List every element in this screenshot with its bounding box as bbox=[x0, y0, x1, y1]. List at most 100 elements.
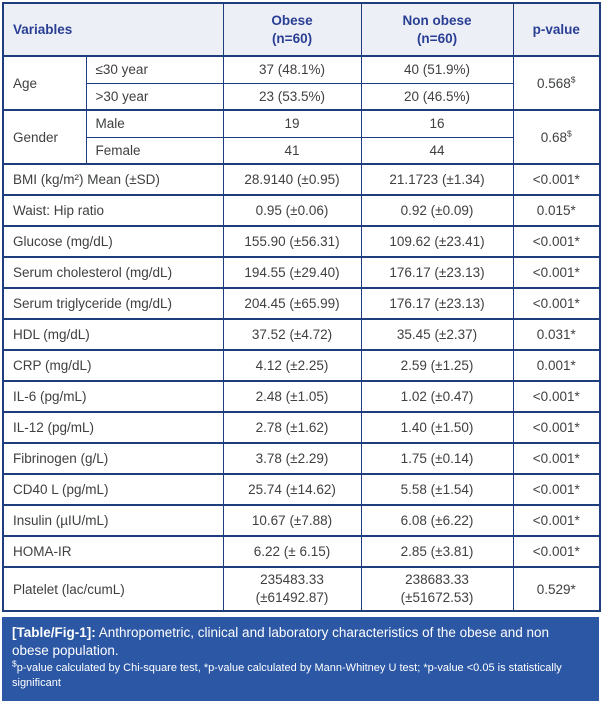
row-sublabel: Male bbox=[85, 109, 224, 138]
cell-obese: 28.9140 (±0.95) bbox=[222, 163, 362, 196]
table-row-gender-female: Female 41 44 bbox=[3, 136, 600, 165]
table-row-gender-male: Gender Male 19 16 0.68$ bbox=[2, 109, 601, 165]
table-row-bmi: BMI (kg/m²) Mean (±SD) 28.9140 (±0.95) 2… bbox=[2, 163, 601, 196]
cell-pvalue: 0.529* bbox=[512, 566, 601, 612]
value-line2: (±61492.87) bbox=[255, 590, 329, 605]
cell-pvalue: <0.001* bbox=[512, 504, 601, 537]
table-row-il12: IL-12 (pg/mL) 2.78 (±1.62) 1.40 (±1.50) … bbox=[2, 411, 601, 444]
cell-nonobese: 16 bbox=[360, 109, 514, 138]
caption-panel: [Table/Fig-1]: Anthropometric, clinical … bbox=[2, 617, 599, 701]
table-row-insulin: Insulin (µIU/mL) 10.67 (±7.88) 6.08 (±6.… bbox=[2, 504, 601, 537]
cell-nonobese: 44 bbox=[360, 136, 514, 165]
row-label-age: Age bbox=[2, 55, 87, 111]
cell-nonobese: 176.17 (±23.13) bbox=[360, 287, 514, 320]
cell-obese: 23 (53.5%) bbox=[222, 82, 362, 111]
p-value-superscript: $ bbox=[567, 128, 572, 138]
cell-nonobese: 5.58 (±1.54) bbox=[360, 473, 514, 506]
table-row-age-gt30: >30 year 23 (53.5%) 20 (46.5%) bbox=[3, 82, 600, 111]
table-row-hdl: HDL (mg/dL) 37.52 (±4.72) 35.45 (±2.37) … bbox=[2, 318, 601, 351]
table-row-crp: CRP (mg/dL) 4.12 (±2.25) 2.59 (±1.25) 0.… bbox=[2, 349, 601, 382]
caption-footnote: $p-value calculated by Chi-square test, … bbox=[12, 658, 589, 692]
cell-obese: 41 bbox=[222, 136, 362, 165]
cell-obese: 25.74 (±14.62) bbox=[222, 473, 362, 506]
row-label: Serum triglyceride (mg/dL) bbox=[2, 287, 224, 320]
cell-obese: 37.52 (±4.72) bbox=[222, 318, 362, 351]
caption-text: Anthropometric, clinical and laboratory … bbox=[12, 625, 550, 658]
row-label-gender: Gender bbox=[2, 109, 87, 165]
row-label: IL-12 (pg/mL) bbox=[2, 411, 224, 444]
row-label: Platelet (lac/cumL) bbox=[2, 566, 224, 612]
p-value-superscript: $ bbox=[570, 74, 576, 84]
row-sublabel: ≤30 year bbox=[85, 55, 224, 84]
row-label: Glucose (mg/dL) bbox=[2, 225, 224, 258]
cell-nonobese: 21.1723 (±1.34) bbox=[360, 163, 514, 196]
header-nonobese-line2: (n=60) bbox=[416, 30, 458, 46]
row-label: IL-6 (pg/mL) bbox=[2, 380, 224, 413]
cell-obese: 19 bbox=[222, 109, 362, 138]
cell-obese: 2.48 (±1.05) bbox=[222, 380, 362, 413]
table-row-cd40l: CD40 L (pg/mL) 25.74 (±14.62) 5.58 (±1.5… bbox=[2, 473, 601, 506]
cell-pvalue-age: 0.568$ bbox=[512, 55, 601, 111]
cell-obese: 10.67 (±7.88) bbox=[222, 504, 362, 537]
header-obese-line1: Obese bbox=[271, 12, 313, 28]
cell-pvalue: <0.001* bbox=[512, 256, 601, 289]
results-table: Variables Obese (n=60) Non obese (n=60) p-… bbox=[2, 2, 601, 612]
header-row: Variables Obese (n=60) Non obese (n=60) p-… bbox=[2, 2, 601, 57]
cell-nonobese: 35.45 (±2.37) bbox=[360, 318, 514, 351]
cell-obese: 6.22 (± 6.15) bbox=[222, 535, 362, 568]
cell-obese: 155.90 (±56.31) bbox=[222, 225, 362, 258]
cell-obese: 0.95 (±0.06) bbox=[222, 194, 362, 227]
cell-obese: 3.78 (±2.29) bbox=[222, 442, 362, 475]
cell-pvalue: 0.015* bbox=[512, 194, 601, 227]
value-line1: 238683.33 bbox=[405, 572, 469, 588]
cell-pvalue: <0.001* bbox=[512, 411, 601, 444]
cell-pvalue: 0.001* bbox=[512, 349, 601, 382]
cell-obese: 235483.33 (±61492.87) bbox=[222, 566, 362, 612]
table-row-platelet: Platelet (lac/cumL) 235483.33 (±61492.87)… bbox=[2, 566, 601, 612]
cell-nonobese: 1.02 (±0.47) bbox=[360, 380, 514, 413]
row-label: Serum cholesterol (mg/dL) bbox=[2, 256, 224, 289]
cell-nonobese: 40 (51.9%) bbox=[360, 55, 514, 84]
cell-pvalue: <0.001* bbox=[512, 535, 601, 568]
table-row-homa-ir: HOMA-IR 6.22 (± 6.15) 2.85 (±3.81) <0.00… bbox=[2, 535, 601, 568]
row-label: Insulin (µIU/mL) bbox=[2, 504, 224, 537]
footnote-superscript: $ bbox=[12, 658, 17, 669]
cell-obese: 37 (48.1%) bbox=[222, 55, 362, 84]
cell-pvalue-gender: 0.68$ bbox=[512, 109, 601, 165]
cell-nonobese: 6.08 (±6.22) bbox=[360, 504, 514, 537]
table-caption: [Table/Fig-1]: Anthropometric, clinical … bbox=[12, 624, 589, 659]
row-sublabel: >30 year bbox=[85, 82, 224, 111]
cell-pvalue: <0.001* bbox=[512, 287, 601, 320]
header-obese-line2: (n=60) bbox=[271, 30, 313, 46]
table-row-serum-cholesterol: Serum cholesterol (mg/dL) 194.55 (±29.40… bbox=[2, 256, 601, 289]
value-line2: (±51672.53) bbox=[400, 590, 474, 605]
row-label: BMI (kg/m²) Mean (±SD) bbox=[2, 163, 224, 196]
cell-obese: 194.55 (±29.40) bbox=[222, 256, 362, 289]
table-row-il6: IL-6 (pg/mL) 2.48 (±1.05) 1.02 (±0.47) <… bbox=[2, 380, 601, 413]
cell-pvalue: <0.001* bbox=[512, 442, 601, 475]
row-label: CRP (mg/dL) bbox=[2, 349, 224, 382]
row-sublabel: Female bbox=[85, 136, 224, 165]
value-line1: 235483.33 bbox=[260, 572, 324, 588]
cell-pvalue: <0.001* bbox=[512, 380, 601, 413]
header-cell-obese: Obese (n=60) bbox=[222, 2, 362, 57]
cell-nonobese: 20 (46.5%) bbox=[360, 82, 514, 111]
table-row-fibrinogen: Fibrinogen (g/L) 3.78 (±2.29) 1.75 (±0.1… bbox=[2, 442, 601, 475]
cell-nonobese: 109.62 (±23.41) bbox=[360, 225, 514, 258]
row-label: CD40 L (pg/mL) bbox=[2, 473, 224, 506]
p-value: 0.68 bbox=[540, 129, 568, 145]
page: Variables Obese (n=60) Non obese (n=60) p-… bbox=[2, 2, 601, 701]
table-row-age-le30: Age ≤30 year 37 (48.1%) 40 (51.9%) 0.568… bbox=[2, 55, 601, 111]
cell-obese: 204.45 (±65.99) bbox=[222, 287, 362, 320]
cell-obese: 2.78 (±1.62) bbox=[222, 411, 362, 444]
cell-nonobese: 2.85 (±3.81) bbox=[360, 535, 514, 568]
header-cell-pvalue: p-value bbox=[512, 2, 601, 57]
row-label: Waist: Hip ratio bbox=[2, 194, 224, 227]
cell-nonobese: 1.40 (±1.50) bbox=[360, 411, 514, 444]
cell-nonobese: 238683.33 (±51672.53) bbox=[360, 566, 514, 612]
cell-nonobese: 1.75 (±0.14) bbox=[360, 442, 514, 475]
footnote-text: p-value calculated by Chi-square test, *… bbox=[12, 662, 562, 690]
caption-tag: [Table/Fig-1]: bbox=[12, 625, 96, 640]
header-cell-nonobese: Non obese (n=60) bbox=[360, 2, 514, 57]
cell-nonobese: 0.92 (±0.09) bbox=[360, 194, 514, 227]
